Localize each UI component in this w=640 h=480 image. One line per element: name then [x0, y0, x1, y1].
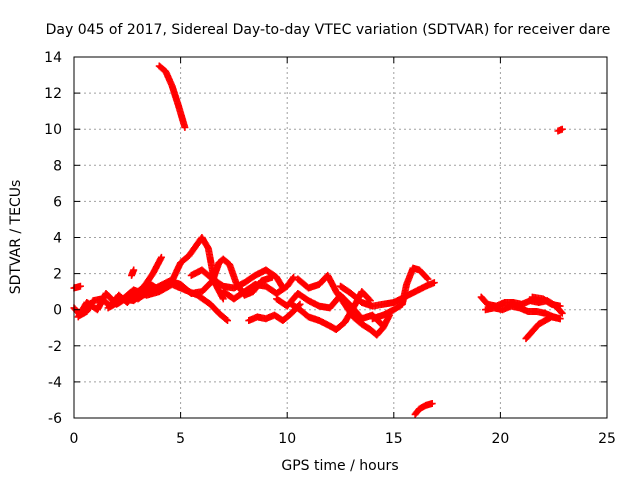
y-tick-label: 2	[53, 267, 62, 283]
y-tick-label: 4	[53, 231, 62, 247]
x-tick-label: 5	[176, 431, 185, 447]
data-point	[224, 317, 232, 325]
data-point	[424, 275, 432, 283]
y-tick-label: 0	[53, 303, 62, 319]
y-axis-label: SDTVAR / TECUs	[8, 180, 24, 295]
data-point	[557, 308, 565, 316]
y-tick-label: 12	[44, 86, 62, 102]
data-points	[70, 62, 566, 418]
y-tick-label: -4	[48, 375, 62, 391]
data-point	[222, 315, 230, 323]
data-point	[219, 295, 227, 303]
y-tick-label: -6	[48, 411, 62, 427]
data-point	[428, 400, 436, 408]
chart-title: Day 045 of 2017, Sidereal Day-to-day VTE…	[46, 22, 611, 38]
x-tick-label: 15	[385, 431, 403, 447]
data-point	[157, 253, 165, 261]
data-point	[556, 302, 564, 310]
x-axis-label: GPS time / hours	[281, 458, 398, 474]
data-point	[181, 123, 189, 131]
y-tick-label: 10	[44, 122, 62, 138]
data-point	[290, 273, 298, 281]
y-tick-label: -2	[48, 339, 62, 355]
x-tick-label: 0	[70, 431, 79, 447]
data-point	[130, 266, 138, 274]
y-tick-label: 6	[53, 194, 62, 210]
data-point	[423, 274, 431, 282]
data-point	[558, 125, 566, 133]
x-tick-label: 25	[598, 431, 616, 447]
x-tick-label: 10	[278, 431, 296, 447]
axis-ticks: 0 5 10 15 20 25 -6 -4 -2 0 2 4 6 8 10 12 14	[44, 50, 616, 447]
data-point	[430, 279, 438, 287]
data-point	[556, 315, 564, 323]
y-tick-label: 14	[44, 50, 62, 66]
y-tick-label: 8	[53, 158, 62, 174]
x-tick-label: 20	[491, 431, 509, 447]
grid	[74, 57, 607, 418]
data-point	[558, 309, 566, 317]
data-point	[76, 282, 84, 290]
